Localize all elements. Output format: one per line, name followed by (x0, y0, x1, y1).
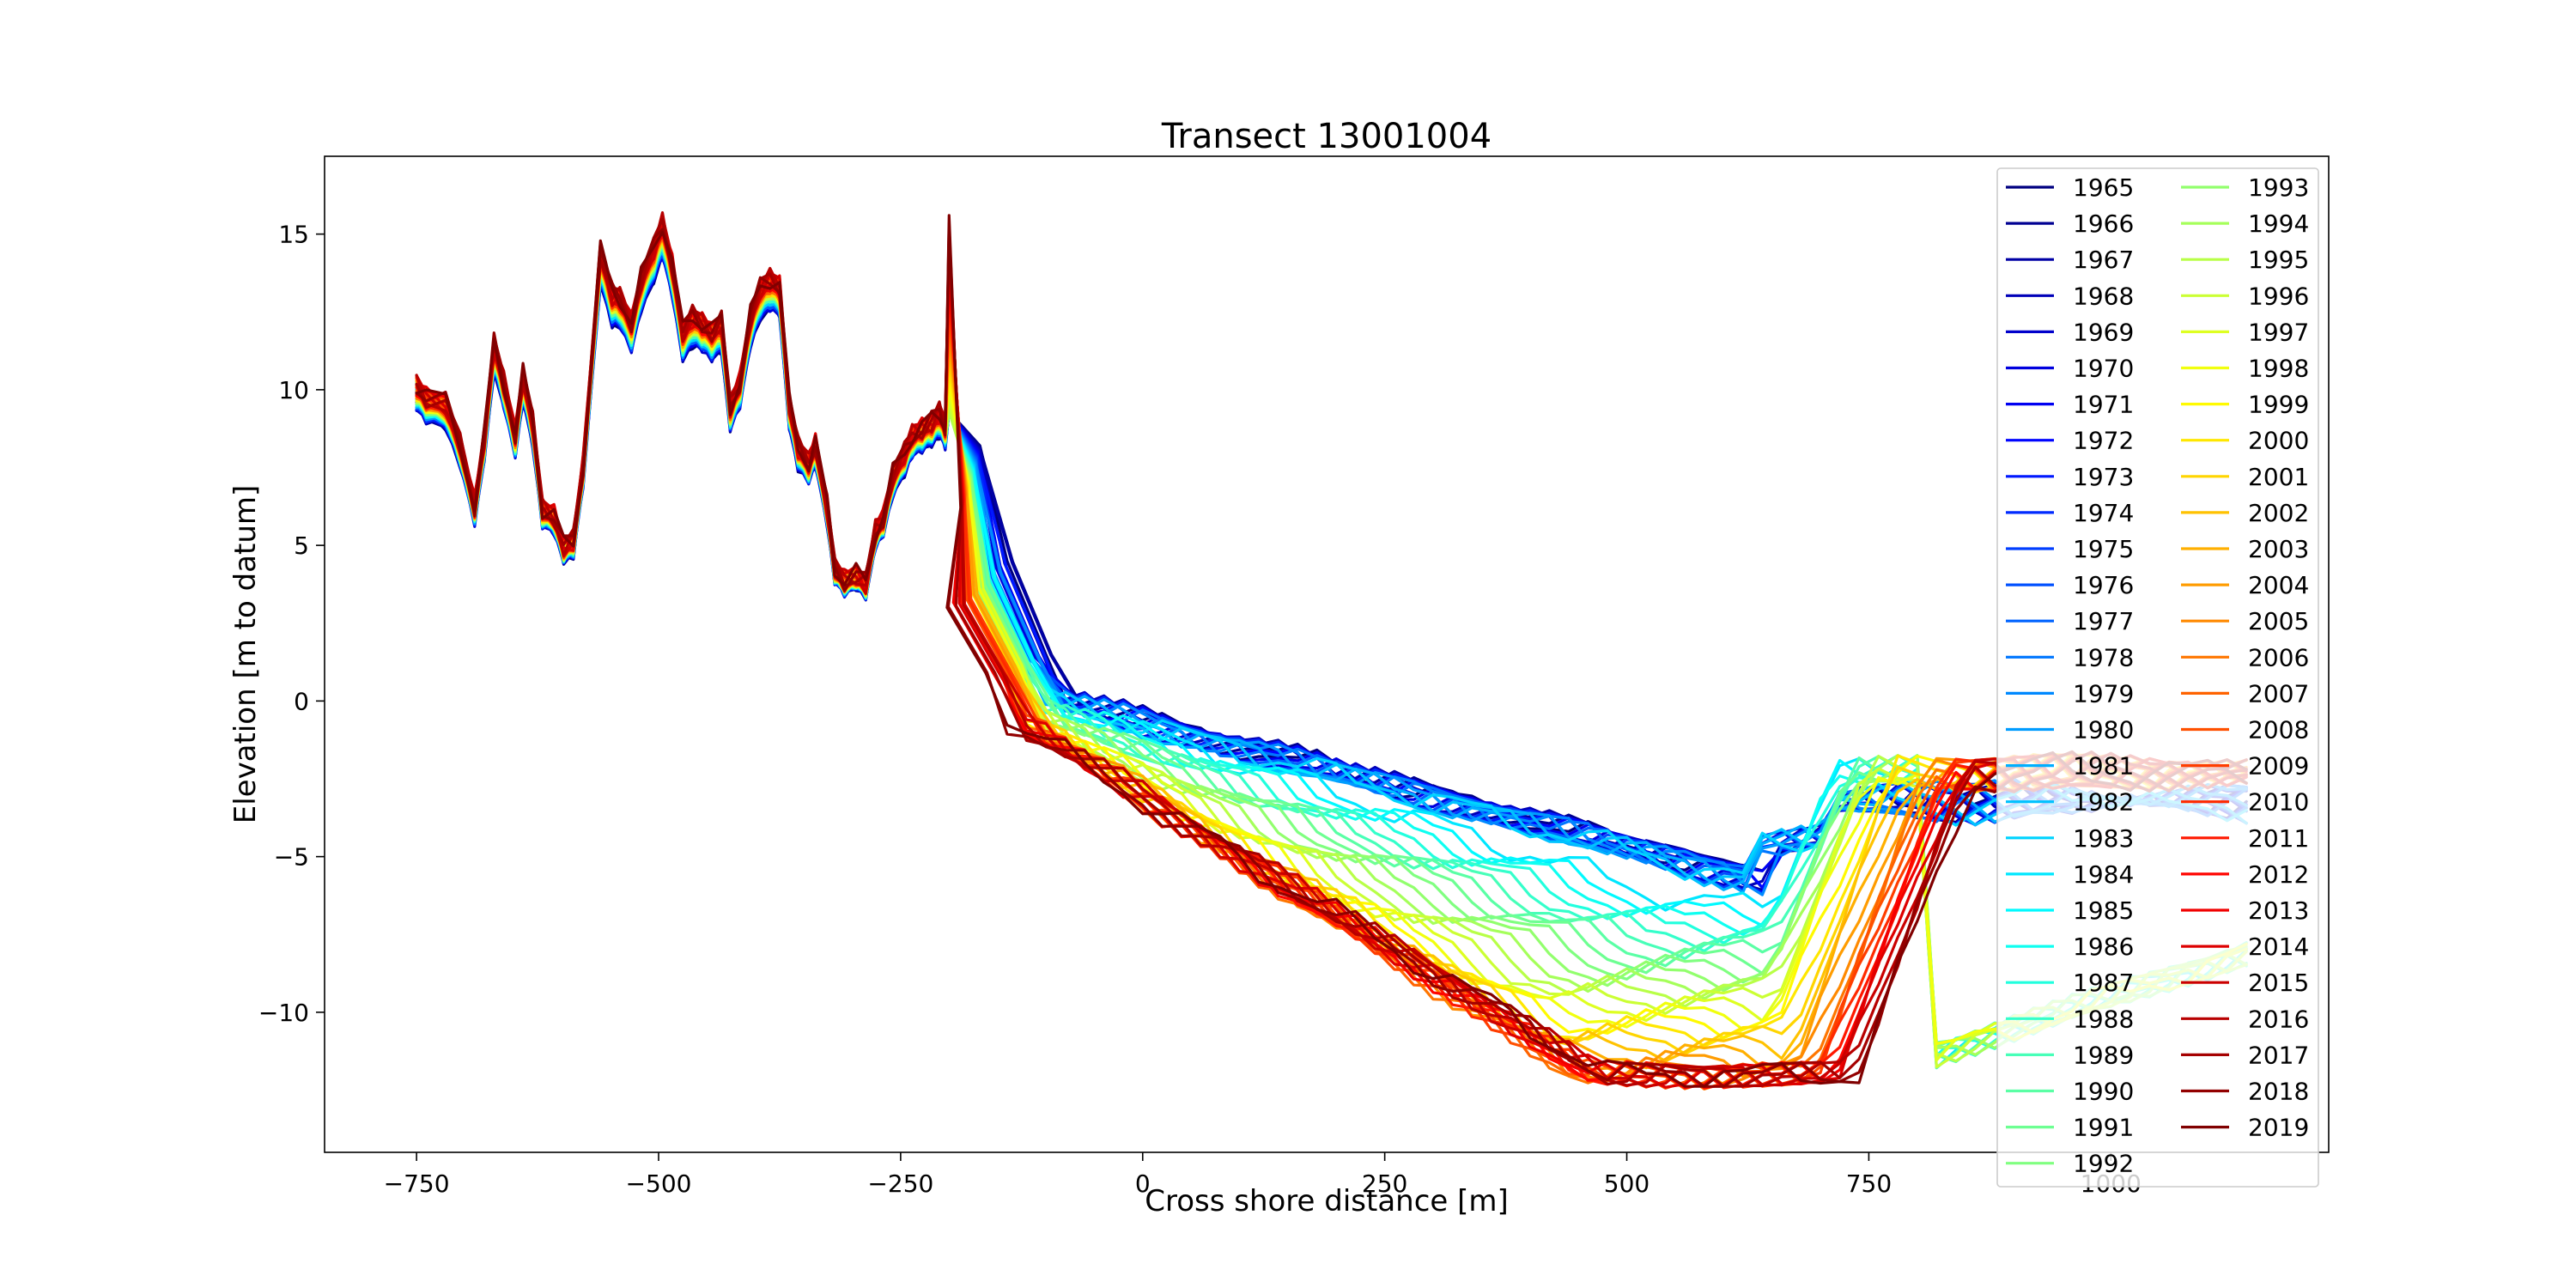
legend: 1965 1966 1967 1968 1969 1970 1971 1972 1973 1974… (1996, 167, 2319, 1188)
legend-label-2003: 2003 (2248, 535, 2309, 563)
legend-label-1990: 1990 (2073, 1078, 2134, 1106)
legend-label-1985: 1985 (2073, 896, 2134, 925)
x-tick-label: −750 (384, 1170, 450, 1198)
legend-label-2000: 2000 (2248, 427, 2309, 455)
legend-label-1996: 1996 (2248, 282, 2309, 310)
legend-label-2017: 2017 (2248, 1041, 2309, 1069)
legend-label-2018: 2018 (2248, 1078, 2309, 1106)
legend-label-1976: 1976 (2073, 571, 2134, 599)
y-axis-label: Elevation [m to datum] (228, 485, 263, 824)
x-tick-label: −500 (626, 1170, 692, 1198)
legend-label-2008: 2008 (2248, 716, 2309, 744)
legend-label-1987: 1987 (2073, 969, 2134, 997)
plot-frame (324, 155, 2330, 1153)
legend-label-1988: 1988 (2073, 1005, 2134, 1033)
series-layer (415, 211, 2248, 1091)
legend-label-2006: 2006 (2248, 643, 2309, 671)
legend-label-1998: 1998 (2248, 355, 2309, 383)
legend-label-2013: 2013 (2248, 896, 2309, 925)
legend-label-2002: 2002 (2248, 499, 2309, 527)
x-tick-label: 0 (1135, 1170, 1151, 1198)
legend-label-1972: 1972 (2073, 427, 2134, 455)
legend-label-1983: 1983 (2073, 824, 2134, 853)
y-tick-label: −5 (274, 843, 309, 872)
y-tick-label: 10 (278, 376, 309, 404)
legend-label-2001: 2001 (2248, 463, 2309, 491)
legend-label-2012: 2012 (2248, 860, 2309, 889)
legend-label-1991: 1991 (2073, 1114, 2134, 1142)
legend-label-2009: 2009 (2248, 752, 2309, 781)
y-tick-label: 5 (294, 532, 309, 560)
legend-label-1982: 1982 (2073, 788, 2134, 817)
legend-label-2016: 2016 (2248, 1005, 2309, 1033)
legend-label-1979: 1979 (2073, 679, 2134, 708)
legend-label-2010: 2010 (2248, 788, 2309, 817)
y-tick-label: 15 (278, 221, 309, 249)
x-tick-label: 500 (1604, 1170, 1649, 1198)
legend-label-1974: 1974 (2073, 499, 2134, 527)
legend-label-1986: 1986 (2073, 933, 2134, 961)
x-tick-label: −250 (867, 1170, 933, 1198)
legend-label-1968: 1968 (2073, 282, 2134, 310)
y-tick-label: 0 (294, 687, 309, 715)
legend-label-1966: 1966 (2073, 210, 2134, 238)
legend-label-1978: 1978 (2073, 643, 2134, 671)
x-tick-label: 750 (1846, 1170, 1892, 1198)
legend-label-1994: 1994 (2248, 210, 2309, 238)
legend-label-1981: 1981 (2073, 752, 2134, 781)
y-axis-ticks: −10 −5 0 5 10 15 (258, 221, 325, 1027)
legend-label-1970: 1970 (2073, 355, 2134, 383)
legend-label-1999: 1999 (2248, 391, 2309, 419)
legend-label-1975: 1975 (2073, 535, 2134, 563)
legend-label-1965: 1965 (2073, 173, 2134, 202)
legend-label-1993: 1993 (2248, 173, 2309, 202)
series-line-2017 (415, 217, 2248, 1088)
legend-label-2015: 2015 (2248, 969, 2309, 997)
x-axis-label: Cross shore distance [m] (1145, 1184, 1509, 1218)
legend-label-1984: 1984 (2073, 860, 2134, 889)
legend-label-2004: 2004 (2248, 571, 2309, 599)
legend-label-1989: 1989 (2073, 1041, 2134, 1069)
legend-label-1969: 1969 (2073, 318, 2134, 346)
legend-label-1971: 1971 (2073, 391, 2134, 419)
legend-label-2011: 2011 (2248, 824, 2309, 853)
legend-label-2014: 2014 (2248, 933, 2309, 961)
legend-label-2005: 2005 (2248, 607, 2309, 635)
legend-label-1980: 1980 (2073, 716, 2134, 744)
legend-label-1992: 1992 (2073, 1150, 2134, 1178)
series-line-2019 (415, 214, 2248, 1088)
chart-title: Transect 13001004 (1161, 117, 1492, 156)
legend-label-2007: 2007 (2248, 679, 2309, 708)
legend-label-1995: 1995 (2248, 246, 2309, 274)
legend-label-1997: 1997 (2248, 318, 2309, 346)
legend-box (1996, 167, 2319, 1188)
y-tick-label: −10 (258, 999, 309, 1027)
legend-label-1977: 1977 (2073, 607, 2134, 635)
legend-label-2019: 2019 (2248, 1114, 2309, 1142)
legend-label-1973: 1973 (2073, 463, 2134, 491)
legend-label-1967: 1967 (2073, 246, 2134, 274)
x-tick-label: 250 (1362, 1170, 1407, 1198)
